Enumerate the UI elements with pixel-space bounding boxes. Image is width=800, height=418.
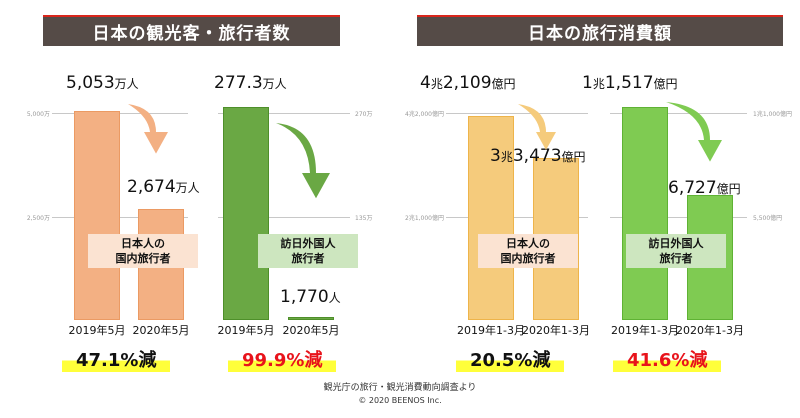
y-tick-label: 2兆1,000億円 [405,214,444,222]
value-unit-cho: 兆 [430,77,443,91]
decrease-arrow-icon [276,123,330,199]
chart-title-spending: 日本の旅行消費額 [417,15,783,46]
change-percent: 47.1%減 [62,346,171,372]
x-category-label: 2019年5月 [217,324,275,337]
decrease-arrow-icon [128,104,168,154]
data-label: 1,770人 [280,287,341,307]
bar [74,110,120,320]
x-category-label: 2019年1-3月 [611,324,679,337]
change-percent: 20.5%減 [456,346,565,372]
data-label: 5,053万人 [66,73,139,93]
value-number: 3,473 [512,146,562,166]
series-label-box: 日本人の 国内旅行者 [478,234,578,268]
x-category-label: 2019年1-3月 [457,324,525,337]
source-note: 観光庁の旅行・観光消費動向調査より [323,383,477,393]
value-trillion: 1 [582,73,593,93]
x-category-label: 2019年5月 [68,324,126,337]
gridline [610,216,747,218]
y-tick-label: 4兆2,000億円 [405,111,444,118]
value-unit: 人 [328,291,341,305]
data-label: 3兆3,473億円 [490,146,586,166]
x-category-label: 2020年1-3月 [676,324,744,337]
value-unit-cho: 兆 [500,150,513,164]
bar [622,106,668,320]
data-label: 4兆2,109億円 [420,73,516,93]
data-label: 277.3万人 [214,73,287,93]
chart-title-visitors: 日本の観光客・旅行者数 [43,15,340,46]
y-tick-label: 2,500万 [26,214,50,222]
y-tick-label: 270万 [355,111,373,118]
data-label: 6,727億円 [668,178,741,198]
data-label: 1兆1,517億円 [582,73,678,93]
bar [223,107,269,320]
y-tick-label: 5,000万 [26,111,50,118]
value-unit: 万人 [175,181,200,195]
bar [468,115,514,320]
y-tick-label: 5,500億円 [753,214,783,222]
value-unit: 億円 [653,77,678,91]
value-unit: 億円 [561,150,586,164]
value-number: 2,674 [127,177,176,197]
value-number: 277.3 [214,73,263,93]
gridline [218,113,350,114]
series-label-line: 旅行者 [659,252,693,265]
y-tick-label: 1兆1,000億円 [753,111,792,118]
value-unit-cho: 兆 [592,77,605,91]
gridline [446,216,588,218]
decrease-arrow-icon [518,104,556,150]
data-label: 2,674万人 [127,177,200,197]
value-unit: 億円 [716,182,741,196]
change-percent: 41.6%減 [613,346,722,372]
series-label-box: 日本人の 国内旅行者 [88,234,198,268]
value-number: 2,109 [442,73,492,93]
series-label-line: 訪日外国人 [648,237,704,250]
series-label-line: 訪日外国人 [280,237,336,250]
bar [288,317,334,320]
series-label-line: 日本人の [506,237,550,250]
value-unit: 億円 [491,77,516,91]
series-label-line: 旅行者 [291,252,325,265]
x-category-label: 2020年5月 [132,324,190,337]
gridline [446,113,588,114]
gridline [52,216,188,218]
value-unit: 万人 [114,77,139,91]
value-number: 1,517 [604,73,654,93]
value-trillion: 4 [420,73,431,93]
x-category-label: 2020年1-3月 [522,324,590,337]
value-number: 1,770 [280,287,329,307]
series-label-box: 訪日外国人 旅行者 [258,234,358,268]
gridline [218,216,350,218]
value-unit: 万人 [262,77,287,91]
decrease-arrow-icon [666,102,722,162]
series-label-line: 日本人の [121,237,165,250]
series-label-line: 国内旅行者 [500,252,556,265]
value-number: 5,053 [66,73,115,93]
x-category-label: 2020年5月 [282,324,340,337]
value-number: 6,727 [668,178,717,198]
copyright: © 2020 BEENOS Inc. [358,396,442,405]
y-tick-label: 135万 [355,214,373,222]
series-label-line: 国内旅行者 [115,252,171,265]
series-label-box: 訪日外国人 旅行者 [626,234,726,268]
change-percent: 99.9%減 [228,346,337,372]
gridline [52,113,188,114]
value-trillion: 3 [490,146,501,166]
